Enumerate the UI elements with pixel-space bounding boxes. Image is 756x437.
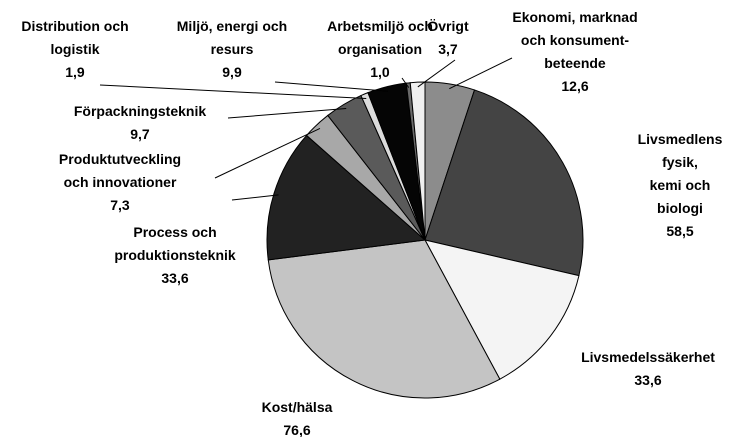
pie-slice	[424, 89, 584, 277]
value-label: 33,6	[161, 270, 189, 286]
value-label: 58,5	[666, 223, 694, 239]
leader-line	[274, 81, 389, 92]
category-label: Arbetsmiljö och organisation	[327, 18, 433, 57]
category-label: Process och produktionsteknik	[114, 224, 236, 263]
slice-label: Förpackningsteknik 9,7	[74, 100, 206, 146]
value-label: 9,7	[130, 126, 150, 142]
leader-line	[214, 127, 321, 179]
value-label: 1,9	[65, 64, 85, 80]
value-label: 7,3	[110, 197, 130, 213]
slice-label: Övrigt 3,7	[427, 15, 468, 61]
value-label: 76,6	[283, 422, 311, 437]
value-label: 33,6	[634, 372, 662, 388]
leader-line	[417, 59, 456, 88]
category-label: Ekonomi, marknad och konsument- beteende	[512, 9, 638, 71]
slice-label: Miljö, energi och resurs 9,9	[177, 15, 287, 84]
category-label: Livsmedelssäkerhet	[581, 349, 715, 365]
slice-label: Produktutveckling och innovationer 7,3	[59, 148, 181, 217]
slice-label: Process och produktionsteknik 33,6	[114, 221, 235, 290]
slice-label: Arbetsmiljö och organisation 1,0	[327, 15, 433, 84]
leader-line	[231, 194, 279, 201]
category-label: Förpackningsteknik	[73, 103, 207, 119]
value-label: 1,0	[370, 64, 390, 80]
slice-label: Ekonomi, marknad och konsument- beteende…	[512, 6, 637, 98]
pie-slice	[266, 134, 427, 261]
value-label: 3,7	[438, 41, 458, 57]
leader-line	[99, 84, 367, 99]
slice-label: Kost/hälsa 76,6	[262, 396, 333, 437]
pie-slice	[267, 239, 501, 399]
leader-line	[227, 108, 347, 119]
category-label: Distribution och logistik	[21, 18, 129, 57]
category-label: Kost/hälsa	[261, 399, 333, 415]
leader-line	[401, 77, 410, 88]
slice-label: Distribution och logistik 1,9	[21, 15, 128, 84]
category-label: Produktutveckling och innovationer	[58, 151, 182, 190]
slice-label: Livsmedlens fysik, kemi och biologi 58,5	[638, 128, 723, 243]
category-label: Miljö, energi och resurs	[176, 18, 288, 57]
category-label: Övrigt	[427, 18, 469, 34]
category-label: Livsmedlens fysik, kemi och biologi	[637, 131, 723, 216]
slice-label: Livsmedelssäkerhet 33,6	[581, 346, 715, 392]
value-label: 12,6	[561, 78, 589, 94]
pie-slice	[424, 239, 580, 380]
leader-line	[449, 57, 513, 90]
value-label: 9,9	[222, 64, 242, 80]
